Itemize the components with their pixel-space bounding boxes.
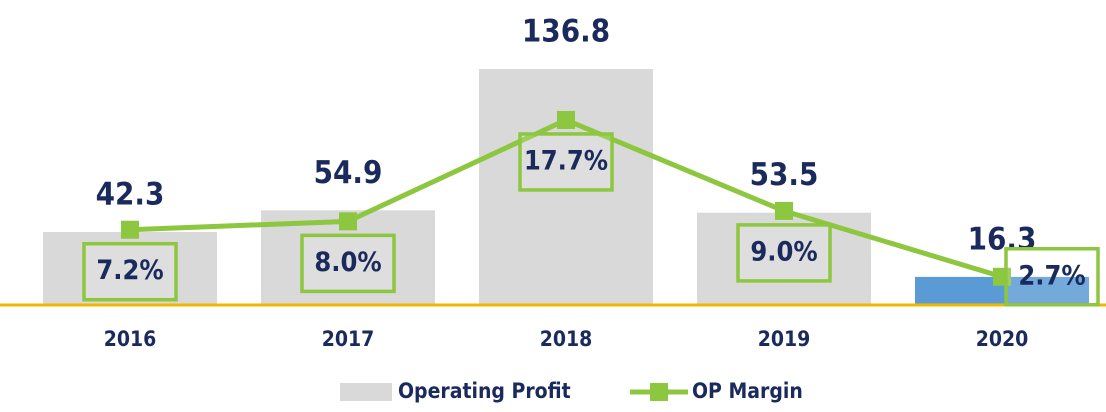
legend-label: OP Margin: [692, 379, 803, 403]
line-value-label: 17.7%: [524, 145, 608, 176]
bar-value-label: 54.9: [314, 155, 383, 191]
line-value-label: 2.7%: [1018, 260, 1085, 291]
line-value-label: 9.0%: [750, 236, 817, 267]
bar-value-label: 53.5: [750, 157, 819, 193]
line-value-label: 8.0%: [314, 247, 381, 278]
line-marker: [557, 110, 575, 129]
x-tick-label: 2020: [976, 327, 1029, 351]
line-label-box: [736, 223, 832, 283]
bar-value-label: 42.3: [96, 177, 165, 213]
x-tick-label: 2017: [322, 327, 375, 351]
line-label-box: [82, 241, 178, 302]
x-tick-label: 2016: [104, 327, 157, 351]
line-value-label: 7.2%: [96, 255, 163, 286]
legend-marker: [650, 383, 668, 401]
legend-label: Operating Profit: [398, 379, 571, 403]
line-marker: [339, 212, 357, 231]
bar-value-label: 136.8: [522, 14, 610, 50]
x-tick-label: 2018: [540, 327, 593, 351]
line-label-box: [518, 132, 614, 192]
line-label-box: [300, 233, 396, 294]
bar-value-label: 16.3: [968, 221, 1037, 257]
line-marker: [121, 220, 139, 239]
line-label-box: [1004, 247, 1100, 307]
bar: [479, 69, 653, 306]
legend-swatch: [340, 383, 392, 401]
line-marker: [775, 201, 793, 220]
x-tick-label: 2019: [758, 327, 811, 351]
